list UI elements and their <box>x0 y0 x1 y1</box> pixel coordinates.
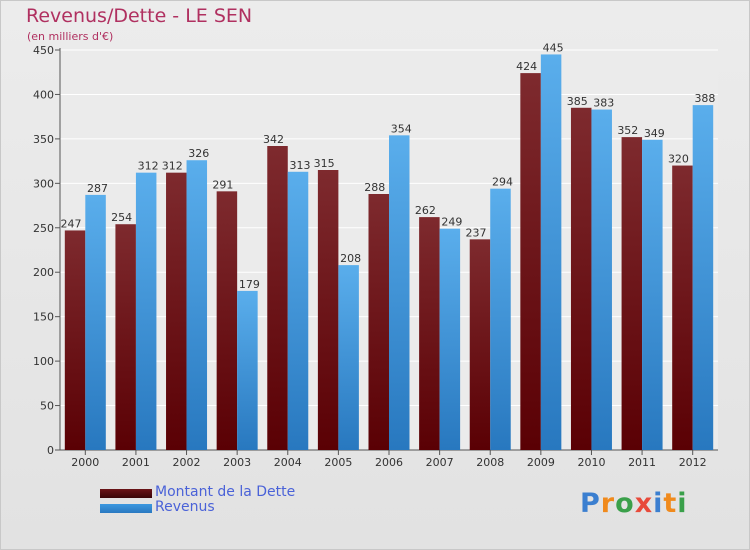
data-label: 291 <box>212 178 233 191</box>
data-label: 445 <box>543 41 564 54</box>
data-label: 326 <box>188 147 209 160</box>
legend-swatch-revenus <box>100 504 152 513</box>
data-label: 179 <box>239 278 260 291</box>
chart-subtitle: (en milliers d'€) <box>27 30 114 43</box>
bar-revenus-2006 <box>389 135 410 451</box>
y-tick-label: 250 <box>33 222 54 235</box>
bar-revenus-2011 <box>642 139 663 450</box>
chart-title: Revenus/Dette - LE SEN <box>26 5 253 27</box>
bar-revenus-2009 <box>540 54 562 450</box>
bar-dette-2004 <box>267 146 288 450</box>
x-tick-label: 2002 <box>173 456 201 469</box>
data-label: 247 <box>61 217 82 230</box>
x-tick-label: 2001 <box>122 456 150 469</box>
data-label: 262 <box>415 204 436 217</box>
data-label: 385 <box>567 95 588 108</box>
data-label: 383 <box>593 97 614 110</box>
data-label: 249 <box>441 216 462 229</box>
y-tick-label: 100 <box>33 355 54 368</box>
proxiti-logo: Proxiti <box>580 488 688 519</box>
data-label: 287 <box>87 182 108 195</box>
legend-label-revenus: Revenus <box>155 499 215 515</box>
bar-dette-2011 <box>621 137 643 450</box>
bar-revenus-2012 <box>692 105 714 450</box>
x-tick-label: 2004 <box>274 456 302 469</box>
bar-dette-2010 <box>570 107 592 451</box>
bar-revenus-2004 <box>287 171 309 450</box>
x-tick-label: 2006 <box>375 456 403 469</box>
legend-swatch-dette <box>100 489 152 498</box>
bar-dette-2005 <box>317 170 339 450</box>
y-tick-label: 350 <box>33 133 54 146</box>
data-label: 288 <box>364 181 385 194</box>
x-tick-label: 2007 <box>426 456 454 469</box>
x-tick-label: 2009 <box>527 456 555 469</box>
y-tick-label: 0 <box>47 444 54 457</box>
bar-revenus-2000 <box>85 194 106 450</box>
legend-label-dette: Montant de la Dette <box>155 484 296 500</box>
bar-dette-2008 <box>469 239 491 450</box>
data-label: 342 <box>263 133 284 146</box>
bar-dette-2002 <box>166 172 187 450</box>
bar-dette-2003 <box>216 191 238 451</box>
data-label: 320 <box>668 153 689 166</box>
bar-revenus-2005 <box>338 265 359 450</box>
data-label: 424 <box>516 60 537 73</box>
data-label: 312 <box>138 160 159 173</box>
x-tick-label: 2000 <box>71 456 99 469</box>
data-label: 315 <box>314 157 335 170</box>
data-label: 352 <box>617 124 638 137</box>
x-tick-label: 2010 <box>577 456 605 469</box>
bar-revenus-2008 <box>490 188 511 450</box>
y-tick-label: 450 <box>33 44 54 57</box>
bar-dette-2000 <box>64 230 86 450</box>
data-label: 313 <box>290 159 311 172</box>
bar-dette-2009 <box>520 73 541 450</box>
bar-revenus-2002 <box>186 160 208 450</box>
x-tick-label: 2003 <box>223 456 251 469</box>
y-tick-label: 200 <box>33 266 54 279</box>
y-tick-label: 400 <box>33 88 54 101</box>
x-tick-label: 2011 <box>628 456 656 469</box>
y-tick-label: 50 <box>40 400 54 413</box>
bar-revenus-2001 <box>135 172 157 450</box>
y-tick-label: 150 <box>33 311 54 324</box>
bar-dette-2007 <box>419 217 440 450</box>
data-label: 254 <box>111 211 132 224</box>
data-label: 208 <box>340 252 361 265</box>
x-tick-label: 2008 <box>476 456 504 469</box>
bar-revenus-2007 <box>439 228 461 450</box>
data-label: 349 <box>644 127 665 140</box>
data-label: 294 <box>492 176 513 189</box>
bar-dette-2001 <box>115 224 136 450</box>
bar-revenus-2003 <box>237 290 258 450</box>
bar-revenus-2010 <box>591 109 612 451</box>
bar-dette-2012 <box>672 165 693 451</box>
bar-dette-2006 <box>368 194 389 450</box>
data-label: 354 <box>391 122 412 135</box>
x-tick-label: 2005 <box>324 456 352 469</box>
x-tick-label: 2012 <box>679 456 707 469</box>
data-label: 237 <box>465 226 486 239</box>
data-label: 388 <box>694 92 715 105</box>
y-tick-label: 300 <box>33 177 54 190</box>
data-label: 312 <box>162 160 183 173</box>
